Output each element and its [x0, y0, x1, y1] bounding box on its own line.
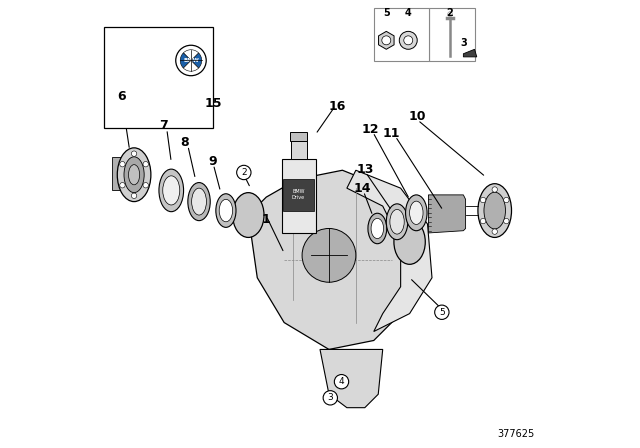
Ellipse shape — [478, 184, 511, 237]
Text: BMW: BMW — [183, 58, 199, 63]
Ellipse shape — [216, 194, 236, 228]
Circle shape — [435, 305, 449, 319]
Bar — [291, 141, 307, 159]
Polygon shape — [347, 170, 432, 332]
Text: 4: 4 — [405, 8, 412, 17]
Text: 377625: 377625 — [497, 429, 534, 439]
Text: ○: ○ — [447, 11, 453, 17]
Ellipse shape — [368, 213, 387, 244]
Text: 2: 2 — [241, 168, 246, 177]
Circle shape — [237, 165, 251, 180]
Text: 13: 13 — [356, 163, 374, 176]
Circle shape — [492, 229, 497, 234]
Text: KEIN ÖLWECHSEL: KEIN ÖLWECHSEL — [110, 60, 186, 69]
Ellipse shape — [410, 201, 423, 224]
Wedge shape — [180, 53, 191, 68]
Text: 01 39 9 791 197: 01 39 9 791 197 — [116, 94, 186, 103]
Text: 6: 6 — [118, 90, 126, 103]
Text: 12: 12 — [362, 122, 379, 136]
Text: 15: 15 — [205, 96, 222, 110]
Ellipse shape — [129, 165, 140, 185]
Ellipse shape — [191, 188, 207, 215]
FancyBboxPatch shape — [374, 8, 429, 61]
Text: LIFE-TIME-OIL: LIFE-TIME-OIL — [110, 40, 180, 49]
Circle shape — [143, 162, 148, 167]
Polygon shape — [428, 195, 466, 233]
Bar — [112, 157, 134, 190]
Ellipse shape — [124, 157, 144, 193]
Circle shape — [481, 218, 486, 224]
Text: 14: 14 — [354, 181, 371, 195]
Text: 7: 7 — [159, 119, 168, 132]
FancyBboxPatch shape — [104, 27, 213, 128]
Text: 8: 8 — [180, 136, 189, 149]
Circle shape — [399, 31, 417, 49]
Circle shape — [120, 162, 125, 167]
Circle shape — [504, 219, 509, 224]
Ellipse shape — [406, 195, 427, 231]
Text: 2: 2 — [447, 8, 453, 17]
Ellipse shape — [188, 182, 210, 220]
Polygon shape — [320, 349, 383, 408]
Wedge shape — [184, 50, 198, 60]
Text: 4: 4 — [339, 377, 344, 386]
Bar — [282, 159, 316, 233]
Circle shape — [120, 182, 125, 188]
Bar — [284, 179, 314, 211]
Circle shape — [143, 182, 148, 188]
Circle shape — [404, 36, 413, 45]
Polygon shape — [248, 170, 419, 349]
Circle shape — [504, 198, 509, 203]
Text: 3: 3 — [328, 393, 333, 402]
Text: 5: 5 — [439, 308, 445, 317]
Ellipse shape — [117, 148, 151, 202]
Wedge shape — [184, 60, 198, 71]
Text: 5: 5 — [383, 8, 390, 17]
Ellipse shape — [233, 193, 264, 237]
Circle shape — [302, 228, 356, 282]
Ellipse shape — [394, 220, 425, 264]
Ellipse shape — [219, 199, 233, 222]
Bar — [289, 132, 307, 141]
Text: BMW
Drive: BMW Drive — [292, 190, 305, 200]
Text: 16: 16 — [328, 100, 346, 113]
Text: 3: 3 — [460, 38, 467, 47]
Ellipse shape — [387, 204, 408, 240]
Circle shape — [492, 187, 497, 192]
Ellipse shape — [163, 176, 180, 205]
Ellipse shape — [159, 169, 184, 212]
Circle shape — [481, 198, 486, 203]
Circle shape — [131, 151, 137, 156]
Text: 1: 1 — [262, 213, 271, 226]
FancyBboxPatch shape — [429, 8, 476, 61]
Circle shape — [334, 375, 349, 389]
Ellipse shape — [371, 219, 383, 239]
Text: 10: 10 — [409, 110, 426, 123]
Circle shape — [323, 391, 337, 405]
Text: NO OIL CHANGE: NO OIL CHANGE — [110, 73, 180, 82]
Text: 9: 9 — [208, 155, 217, 168]
Polygon shape — [463, 49, 477, 57]
Text: 11: 11 — [383, 126, 401, 140]
Circle shape — [131, 193, 137, 198]
Wedge shape — [191, 53, 202, 68]
Circle shape — [382, 36, 391, 45]
Ellipse shape — [484, 192, 506, 229]
Ellipse shape — [390, 210, 404, 234]
